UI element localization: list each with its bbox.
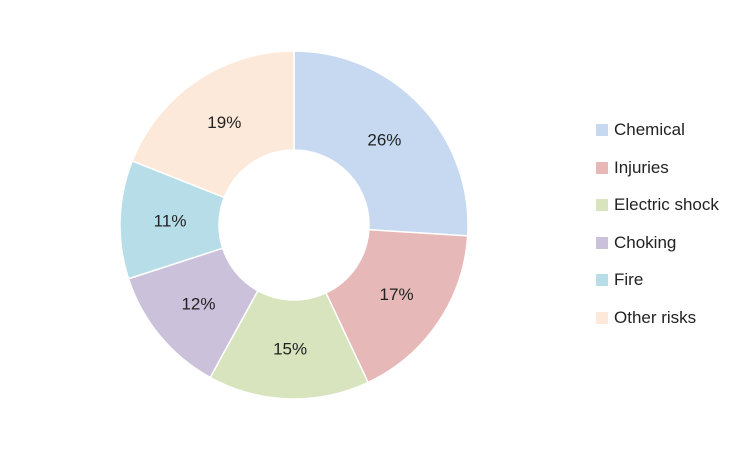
slice-other-risks [131,50,295,199]
legend-item-other-risks: Other risks [596,306,719,330]
legend-item-injuries: Injuries [596,156,719,180]
legend-label: Fire [614,270,644,289]
data-label-other-risks: 19% [207,113,241,132]
data-label-fire: 11% [154,212,187,231]
legend-swatch [596,124,608,136]
legend-swatch [596,161,608,174]
chart-legend: Chemical Injuries Electric shock Choking Fir… [596,118,719,343]
legend-item-chemical: Chemical [596,118,719,142]
legend-item-electric-shock: Electric shock [596,193,719,217]
legend-label: Injuries [614,157,669,177]
slice-injuries [324,228,469,384]
legend-item-fire: Fire [596,268,719,292]
legend-item-choking: Choking [596,231,719,255]
legend-swatch [596,311,608,324]
legend-swatch [596,199,608,211]
slice-electric-shock [209,289,370,400]
data-label-chemical: 26% [367,131,401,150]
legend-swatch [596,274,608,286]
data-label-choking: 12% [181,295,215,314]
data-label-electric-shock: 15% [273,339,307,358]
legend-label: Chemical [614,120,685,139]
slice-chemical [293,50,469,237]
legend-swatch [596,236,608,249]
data-label-injuries: 17% [380,285,414,304]
legend-label: Other risks [614,307,697,327]
legend-label: Choking [614,232,677,252]
legend-label: Electric shock [614,195,719,214]
